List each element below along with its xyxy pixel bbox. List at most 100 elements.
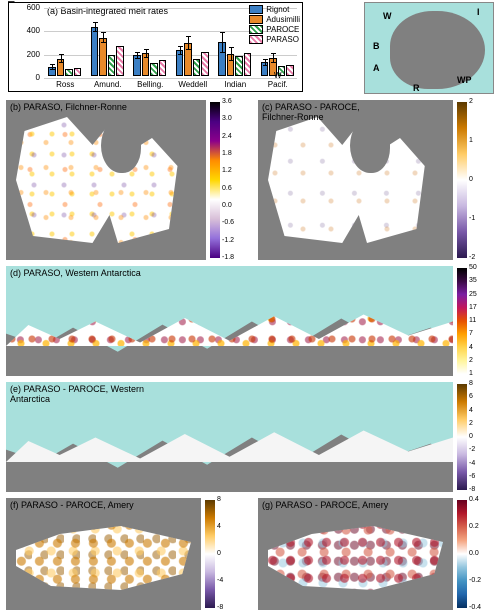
- colorbar-tick: -2: [469, 254, 475, 261]
- x-tick: Weddell: [178, 80, 207, 89]
- colorbar-tick: 0.6: [222, 185, 232, 192]
- colorbar-tick: -0.4: [469, 604, 481, 611]
- colorbar-tick: -4: [469, 460, 475, 467]
- panel-d-label: (d) PARASO, Western Antarctica: [10, 268, 141, 278]
- inset-map: WIBARWP: [364, 2, 494, 94]
- panel-d-map: (d) PARASO, Western Antarctica: [6, 266, 453, 376]
- bar: [91, 27, 99, 76]
- bar: [201, 52, 209, 77]
- colorbar-tick: 6: [469, 393, 473, 400]
- colorbar-tick: 3.0: [222, 115, 232, 122]
- legend-text: PAROCE: [266, 25, 299, 34]
- colorbar-tick: 0: [469, 176, 473, 183]
- x-tick: Ross: [56, 80, 74, 89]
- berkner-island-c: [350, 118, 390, 173]
- filchner-ronne-diff: [268, 110, 433, 250]
- inset-region-label: R: [413, 83, 420, 93]
- panel-c-map: (c) PARASO - PAROCE, Filchner-Ronne: [258, 100, 453, 260]
- colorbar-tick: 4: [217, 523, 221, 530]
- panel-e-map: (e) PARASO - PAROCE, Western Antarctica: [6, 382, 453, 492]
- colorbar-d: 50352517117421: [457, 268, 467, 374]
- colorbar-tick: -1: [469, 215, 475, 222]
- legend: RignotAdusimilliPAROCEPARASO: [249, 5, 300, 45]
- bar: [244, 53, 252, 76]
- filchner-ronne-shape: [16, 110, 186, 250]
- colorbar-tick: 50: [469, 264, 477, 271]
- colorbar-tick: 0: [217, 550, 221, 557]
- x-tick: Amund.: [94, 80, 122, 89]
- colorbar-tick: 0: [469, 433, 473, 440]
- legend-text: Rignot: [266, 5, 289, 14]
- bar: [159, 60, 167, 76]
- error-bar: [103, 32, 104, 44]
- bar: [235, 56, 243, 76]
- y-tick: 400: [16, 26, 40, 35]
- colorbar-tick: 0.0: [469, 550, 479, 557]
- inset-region-label: I: [477, 7, 480, 17]
- colorbar-tick: 8: [217, 496, 221, 503]
- legend-text: Adusimilli: [266, 15, 300, 24]
- colorbar-tick: 4: [469, 344, 473, 351]
- legend-swatch: [249, 35, 263, 44]
- colorbar-tick: 0.0: [222, 202, 232, 209]
- colorbar-tick: 2: [469, 98, 473, 105]
- colorbar-tick: -8: [217, 604, 223, 611]
- colorbar-tick: 17: [469, 304, 477, 311]
- colorbar-tick: 25: [469, 291, 477, 298]
- bar: [193, 59, 201, 77]
- colorbar-tick: 7: [469, 330, 473, 337]
- legend-item: Adusimilli: [249, 15, 300, 24]
- colorbar-tick: -8: [469, 486, 475, 493]
- panel-b-label: (b) PARASO, Filchner-Ronne: [10, 102, 127, 112]
- colorbar-g: 0.40.20.0-0.2-0.4: [457, 500, 467, 608]
- panel-c-label: (c) PARASO - PAROCE, Filchner-Ronne: [262, 102, 392, 122]
- legend-item: PAROCE: [249, 25, 300, 34]
- x-tick: Belling.: [137, 80, 163, 89]
- colorbar-tick: 2: [469, 357, 473, 364]
- error-bar: [188, 36, 189, 50]
- colorbar-tick: -6: [469, 473, 475, 480]
- error-bar: [222, 32, 223, 53]
- inset-region-label: WP: [457, 75, 472, 85]
- bar: [65, 69, 73, 76]
- berkner-island: [101, 118, 141, 173]
- legend-text: PARASO: [266, 35, 299, 44]
- legend-item: PARASO: [249, 35, 300, 44]
- colorbar-tick: 1.2: [222, 167, 232, 174]
- colorbar-tick: -1.2: [222, 237, 234, 244]
- colorbar-tick: 4: [469, 407, 473, 414]
- colorbar-tick: 2: [469, 420, 473, 427]
- legend-item: Rignot: [249, 5, 300, 14]
- panel-f-map: (f) PARASO - PAROCE, Amery: [6, 498, 201, 610]
- legend-swatch: [249, 5, 263, 14]
- bar: [150, 63, 158, 76]
- error-bar: [265, 59, 266, 66]
- panel-g-label: (g) PARASO - PAROCE, Amery: [262, 500, 392, 510]
- error-bar: [146, 49, 147, 58]
- y-tick: 200: [16, 50, 40, 59]
- colorbar-tick: -0.6: [222, 219, 234, 226]
- colorbar-tick: 0.2: [469, 523, 479, 530]
- legend-swatch: [249, 15, 263, 24]
- error-bar: [273, 53, 274, 62]
- colorbar-tick: 0.4: [469, 496, 479, 503]
- inset-region-label: B: [373, 41, 380, 51]
- y-tick: 600: [16, 3, 40, 12]
- amery-f: [16, 518, 191, 598]
- panel-e-label: (e) PARASO - PAROCE, Western Antarctica: [10, 384, 150, 404]
- panel-b-map: (b) PARASO, Filchner-Ronne: [6, 100, 206, 260]
- colorbar-tick: 3.6: [222, 98, 232, 105]
- colorbar-e: 86420-2-4-6-8: [457, 384, 467, 490]
- colorbar-tick: 2.4: [222, 133, 232, 140]
- panel-f-label: (f) PARASO - PAROCE, Amery: [10, 500, 140, 510]
- error-bar: [95, 22, 96, 31]
- colorbar-tick: 1: [469, 137, 473, 144]
- x-tick: Indian: [224, 80, 246, 89]
- bar: [116, 46, 124, 76]
- inset-region-label: A: [373, 63, 380, 73]
- colorbar-tick: 11: [469, 317, 476, 324]
- x-tick: W Pacif.: [268, 71, 288, 89]
- legend-swatch: [249, 25, 263, 34]
- panel-a-chart: (a) Basin-integrated melt rates Ice-shel…: [8, 2, 303, 92]
- colorbar-f: 840-4-8: [205, 500, 215, 608]
